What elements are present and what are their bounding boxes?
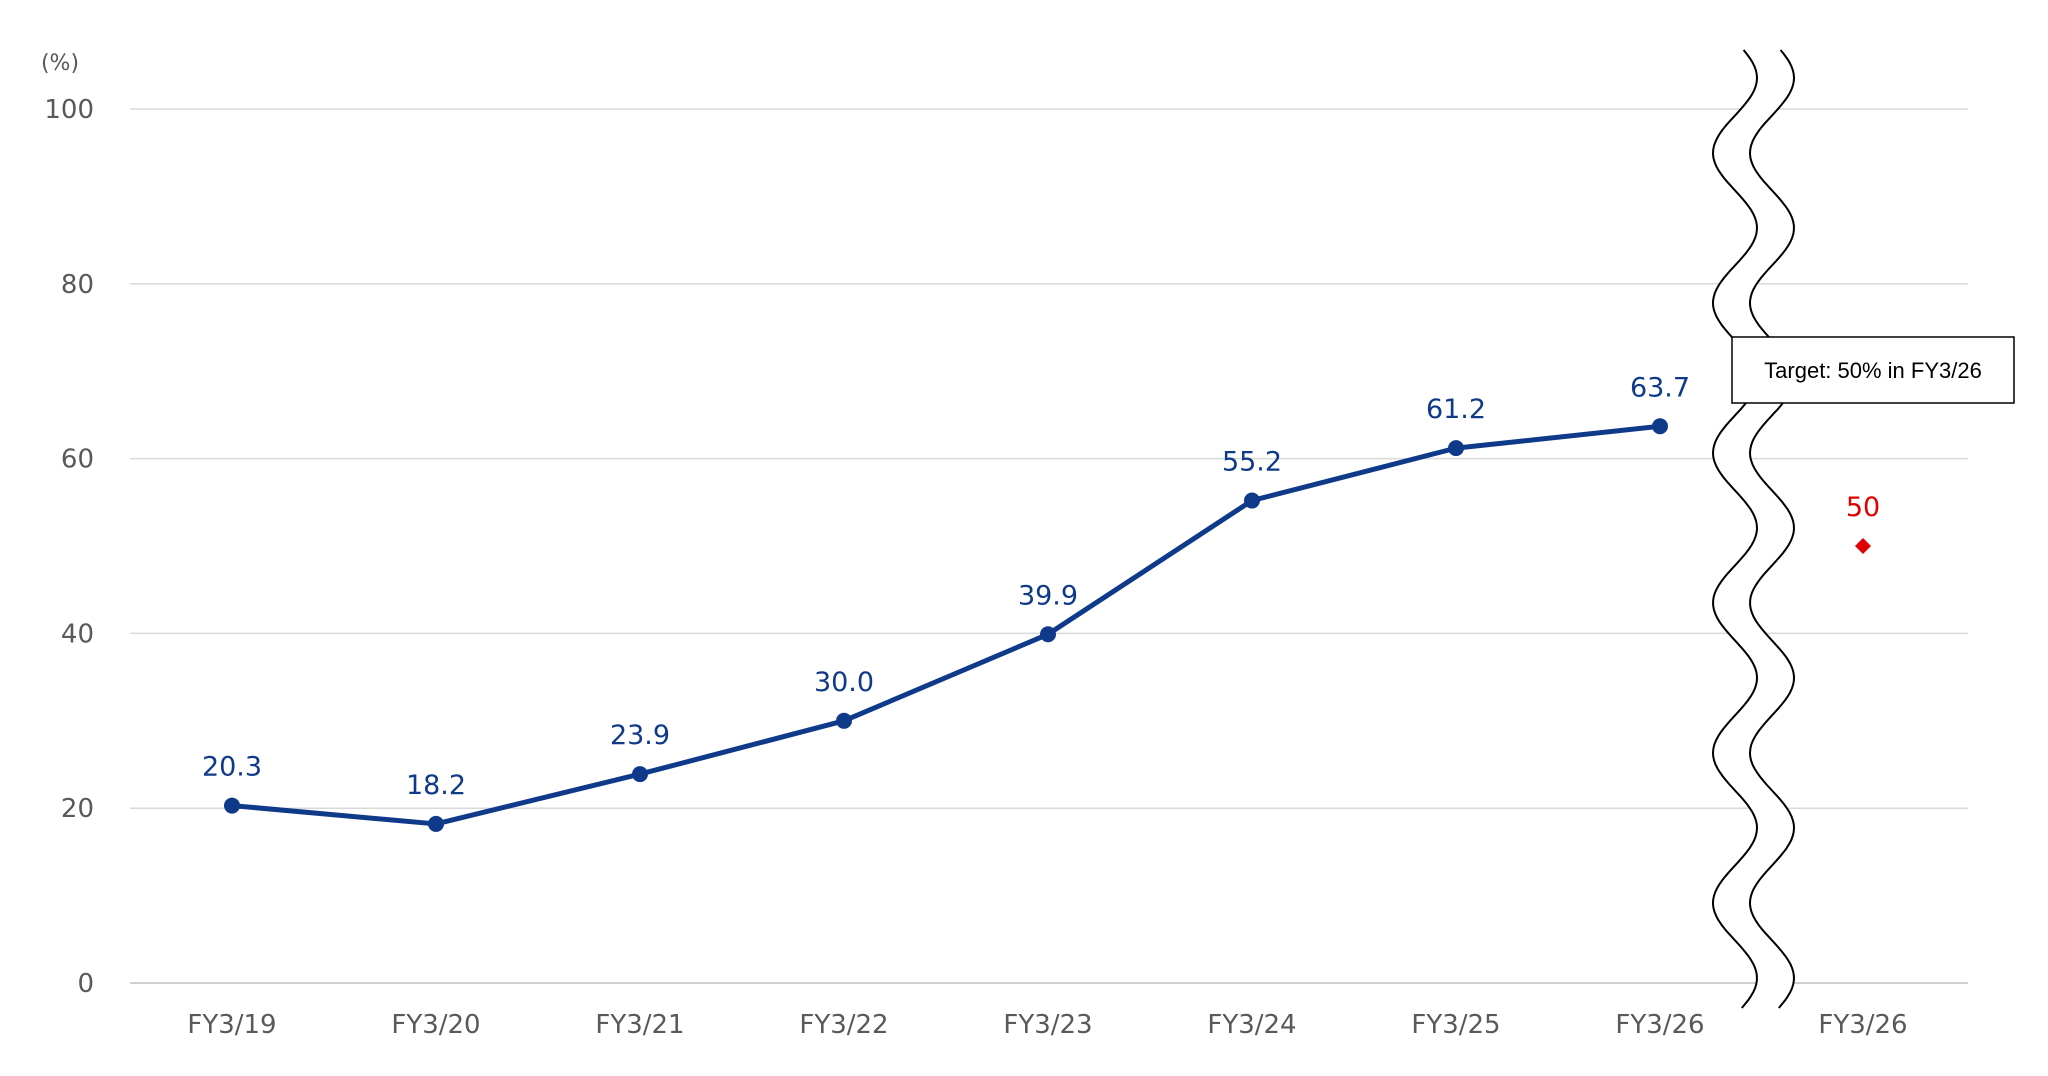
- x-tick-label-target: FY3/26: [1818, 1010, 1907, 1040]
- break-fill: [1713, 50, 1794, 1008]
- series-actual: 20.3 18.2 23.9 30.0 39.9 55.2 61.2 63.7: [202, 372, 1690, 832]
- x-tick-label: FY3/24: [1207, 1010, 1296, 1040]
- y-tick-label: 100: [44, 95, 94, 125]
- data-label: 20.3: [202, 752, 262, 783]
- data-label: 23.9: [610, 720, 670, 751]
- gridlines: [130, 108, 1968, 984]
- y-axis-unit-label: (%): [41, 51, 79, 76]
- target-callout: Target: 50% in FY3/26: [1731, 336, 2015, 404]
- x-tick-label: FY3/20: [391, 1010, 480, 1040]
- data-label: 30.0: [814, 667, 874, 698]
- break-line-left: [1711, 49, 1759, 1009]
- data-label: 61.2: [1426, 394, 1486, 425]
- data-label: 55.2: [1222, 447, 1282, 478]
- data-label: 18.2: [406, 770, 466, 801]
- data-point: [632, 766, 648, 783]
- data-point: [1652, 418, 1668, 435]
- x-tick-label: FY3/25: [1411, 1010, 1500, 1040]
- axis-break-squiggle: [1711, 49, 1796, 1009]
- x-tick-label: FY3/22: [799, 1010, 888, 1040]
- data-label: 39.9: [1018, 580, 1078, 611]
- data-point: [224, 797, 240, 814]
- y-tick-label: 40: [61, 619, 94, 649]
- data-point: [836, 712, 852, 729]
- target-label: 50: [1846, 492, 1880, 523]
- x-tick-label: FY3/23: [1003, 1010, 1092, 1040]
- callout-text: Target: 50% in FY3/26: [1764, 358, 1982, 383]
- y-tick-label: 80: [61, 270, 94, 300]
- target-marker-group: 50: [1846, 492, 1880, 554]
- break-line-right: [1748, 49, 1796, 1009]
- y-tick-label: 20: [61, 794, 94, 824]
- target-diamond: [1855, 538, 1871, 554]
- x-tick-label: FY3/26: [1615, 1010, 1704, 1040]
- callout-box: [1731, 336, 2015, 404]
- series-line: [229, 423, 1663, 827]
- data-point: [1244, 492, 1260, 509]
- y-tick-label: 0: [77, 969, 94, 999]
- data-point: [1448, 440, 1464, 457]
- y-axis-ticks: 0 20 40 60 80 100: [44, 95, 94, 999]
- data-label: 63.7: [1630, 372, 1690, 403]
- x-axis-ticks: FY3/19 FY3/20 FY3/21 FY3/22 FY3/23 FY3/24 FY3/…: [187, 1010, 1907, 1040]
- data-point: [1040, 626, 1056, 643]
- y-tick-label: 60: [61, 445, 94, 475]
- x-tick-label: FY3/19: [187, 1010, 276, 1040]
- x-tick-label: FY3/21: [595, 1010, 684, 1040]
- data-point: [428, 815, 444, 832]
